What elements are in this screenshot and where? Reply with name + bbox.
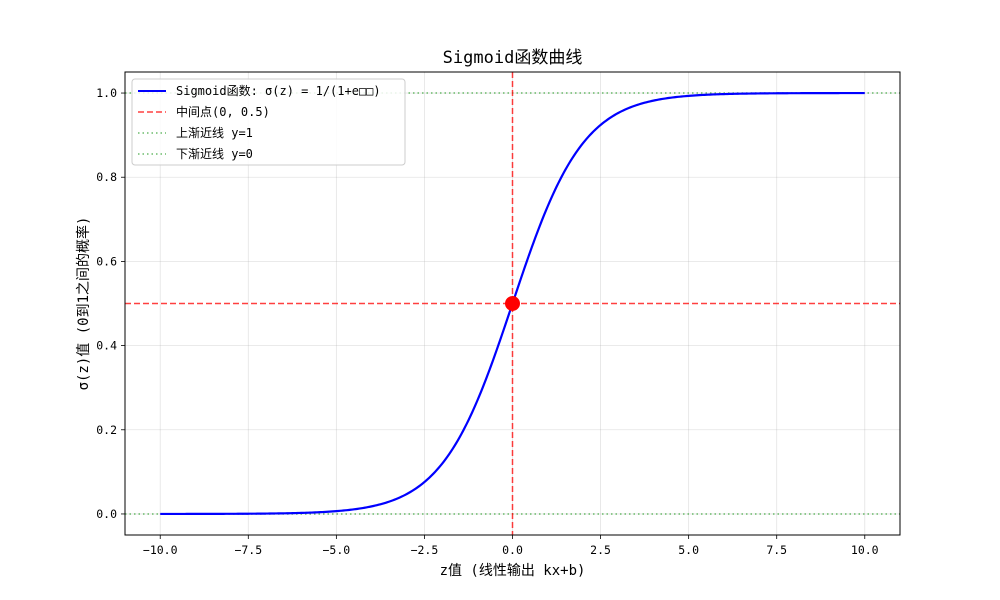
legend-box bbox=[131, 78, 406, 166]
legend-label-upper-asymptote: 上渐近线 y=1 bbox=[176, 126, 253, 140]
x-tick-label: −10.0 bbox=[143, 543, 178, 557]
legend-label-lower-asymptote: 下渐近线 y=0 bbox=[176, 147, 253, 161]
y-tick-label: 0.4 bbox=[96, 339, 117, 353]
ticks: −10.0 −7.5 −5.0 −2.5 0.0 2.5 5.0 7.5 10.0 0.0 0.2 0… bbox=[96, 86, 878, 557]
y-tick-label: 1.0 bbox=[96, 86, 117, 100]
x-tick-label: −5.0 bbox=[323, 543, 351, 557]
y-tick-label: 0.6 bbox=[96, 254, 117, 268]
x-tick-label: 7.5 bbox=[766, 543, 787, 557]
y-axis-label: σ(z)值 (0到1之间的概率) bbox=[75, 217, 92, 391]
x-tick-label: 5.0 bbox=[678, 543, 699, 557]
legend-label-sigmoid: Sigmoid函数: σ(z) = 1/(1+e□□) bbox=[176, 83, 381, 98]
midpoint-marker bbox=[505, 296, 520, 311]
plot-area bbox=[160, 91, 865, 516]
y-tick-label: 0.8 bbox=[96, 170, 117, 184]
chart-title: Sigmoid函数曲线 bbox=[443, 48, 583, 68]
legend-label-midpoint: 中间点(0, 0.5) bbox=[176, 104, 270, 119]
y-tick-label: 0.0 bbox=[96, 507, 117, 521]
legend: Sigmoid函数: σ(z) = 1/(1+e□□) 中间点(0, 0.5) … bbox=[131, 78, 406, 166]
x-tick-label: −2.5 bbox=[411, 543, 439, 557]
y-tick-label: 0.2 bbox=[96, 423, 117, 437]
x-tick-label: 2.5 bbox=[590, 543, 611, 557]
x-tick-label: −7.5 bbox=[234, 543, 262, 557]
x-axis-label: z值 (线性输出 kx+b) bbox=[440, 563, 586, 579]
x-tick-label: 10.0 bbox=[851, 543, 879, 557]
x-tick-label: 0.0 bbox=[502, 543, 523, 557]
